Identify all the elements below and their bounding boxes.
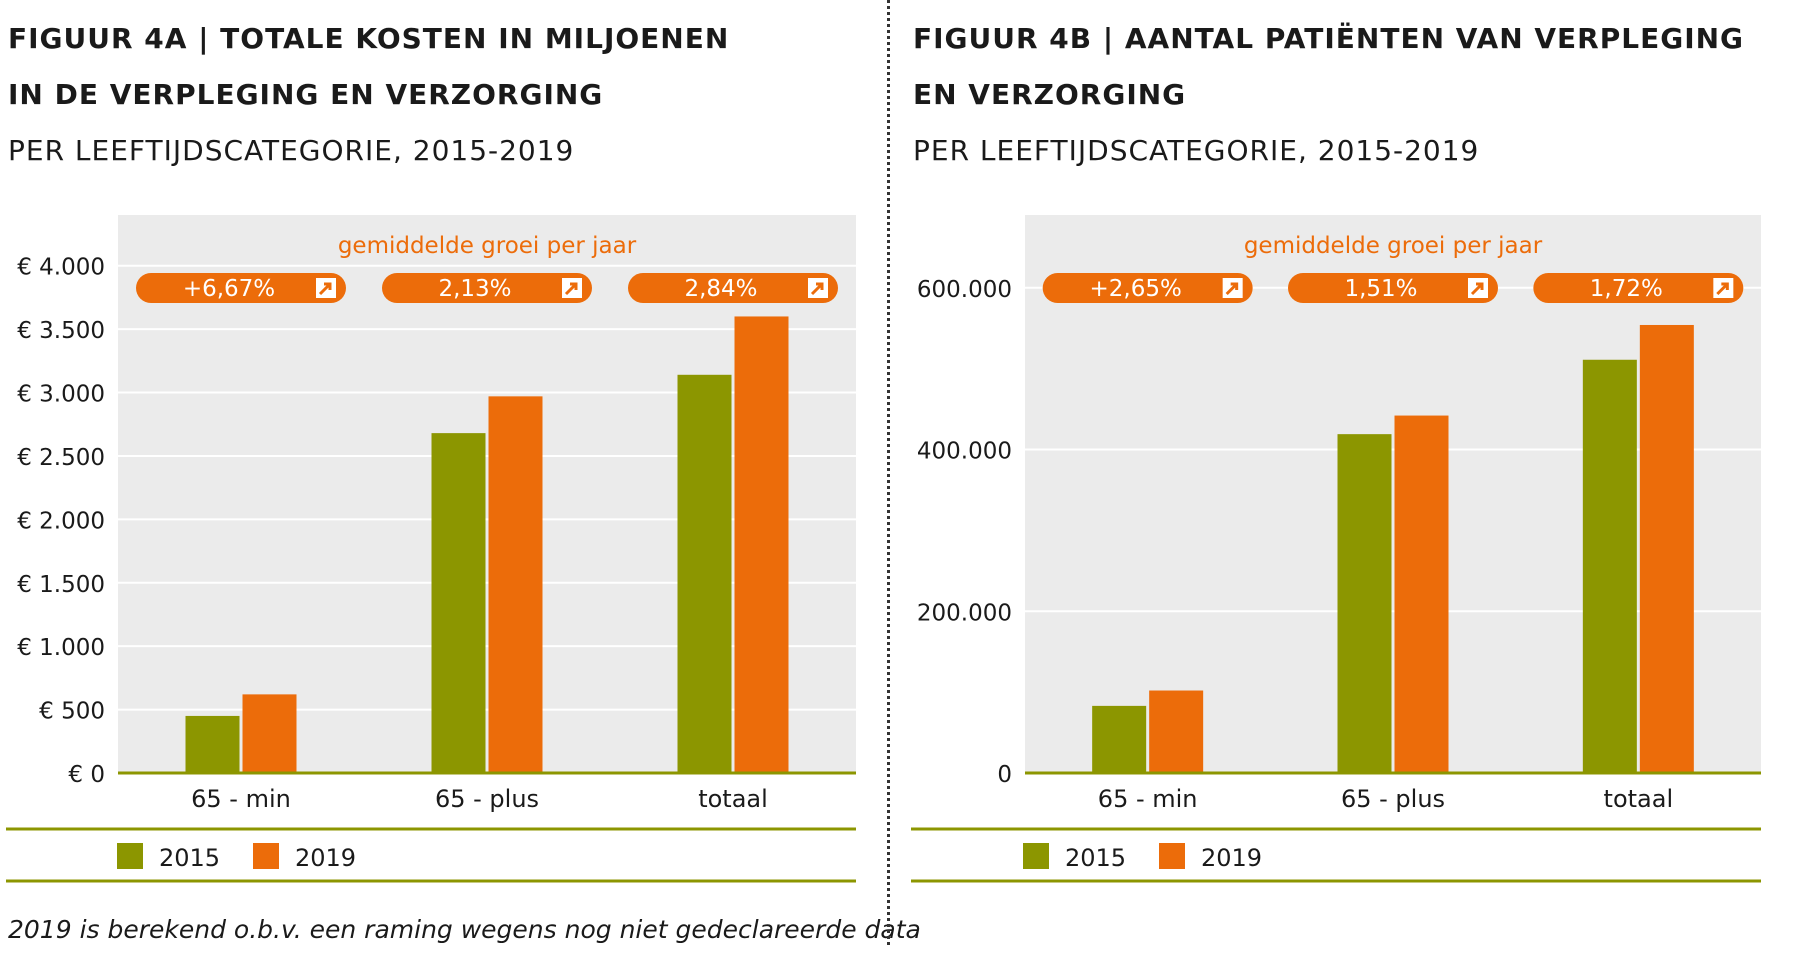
growth-badge (1288, 273, 1498, 303)
plot-background (118, 215, 856, 773)
growth-badge (628, 273, 838, 303)
x-tick-label: 65 - min (1098, 785, 1198, 813)
x-tick-label: 65 - plus (435, 785, 539, 813)
growth-badge (1533, 273, 1744, 303)
legend-swatch-2015 (1023, 843, 1049, 869)
arrow-up-right-icon-glyph (810, 282, 824, 296)
bar-2015-0 (1092, 705, 1147, 773)
legend-label: 2019 (1201, 844, 1262, 872)
legend-label: 2015 (1065, 844, 1126, 872)
y-tick-label: € 0 (68, 762, 105, 788)
y-tick-label: € 2.500 (17, 445, 105, 471)
growth-label: 2,84% (684, 276, 757, 302)
y-tick-label: € 1.500 (17, 572, 105, 598)
growth-badge (136, 273, 346, 303)
figure-4a-title-line2: IN DE VERPLEGING EN VERZORGING (8, 78, 604, 111)
arrow-up-right-icon-glyph (1225, 282, 1239, 296)
bar-2019-0 (242, 694, 297, 773)
figure-4b-subtitle: PER LEEFTIJDSCATEGORIE, 2015-2019 (913, 134, 1480, 167)
y-tick-label: € 3.500 (17, 318, 105, 344)
growth-header: gemiddelde groei per jaar (338, 233, 637, 259)
figure-4b-title-line1: FIGUUR 4B | AANTAL PATIËNTEN VAN VERPLEG… (913, 22, 1745, 55)
legend-swatch-2015 (117, 843, 143, 869)
footnote: 2019 is berekend o.b.v. een raming wegen… (8, 915, 921, 944)
growth-label: 1,72% (1590, 276, 1663, 302)
figure-4a-title-line1: FIGUUR 4A | TOTALE KOSTEN IN MILJOENEN (8, 22, 730, 55)
bar-2015-1 (431, 433, 486, 773)
legend-label: 2019 (295, 844, 356, 872)
y-tick-label: € 3.000 (17, 382, 105, 408)
bar-2019-2 (734, 316, 789, 773)
growth-badge (382, 273, 592, 303)
y-tick-label: 400.000 (917, 439, 1012, 465)
y-tick-label: 200.000 (917, 600, 1012, 626)
bar-2019-0 (1149, 690, 1204, 773)
growth-label: 2,13% (438, 276, 511, 302)
y-tick-label: 600.000 (917, 277, 1012, 303)
figure-4b-title-line2: EN VERZORGING (913, 78, 1187, 111)
growth-label: +6,67% (183, 276, 275, 302)
x-tick-label: totaal (1604, 785, 1674, 813)
growth-header: gemiddelde groei per jaar (1244, 233, 1543, 259)
bar-2019-1 (488, 396, 543, 773)
legend-swatch-2019 (253, 843, 279, 869)
figure-4b-chart: 0 200.000 400.000 600.000 gemiddelde groei p… (911, 215, 1761, 883)
y-tick-label: € 1.000 (17, 635, 105, 661)
growth-label: +2,65% (1089, 276, 1181, 302)
legend-label: 2015 (159, 844, 220, 872)
y-tick-label: 0 (997, 762, 1012, 788)
arrow-up-right-icon-glyph (1470, 282, 1484, 296)
bar-2015-1 (1337, 434, 1392, 773)
x-tick-label: 65 - plus (1341, 785, 1445, 813)
y-tick-label: € 4.000 (17, 255, 105, 281)
growth-badge (1042, 273, 1253, 303)
bar-2015-2 (677, 374, 732, 773)
arrow-up-right-icon-glyph (564, 282, 578, 296)
arrow-up-right-icon-glyph (1716, 282, 1729, 296)
figure-4a-chart: € 0 € 500 € 1.000 € 1.500 € 2.000 € 2.500 € 3.… (6, 215, 856, 883)
bar-2015-0 (185, 715, 240, 773)
plot-background (1025, 215, 1761, 773)
bar-2019-2 (1639, 324, 1694, 773)
panel-divider (887, 0, 890, 945)
bar-2019-1 (1394, 415, 1449, 773)
bar-2015-2 (1582, 359, 1637, 773)
y-tick-label: € 500 (39, 699, 105, 725)
figure-4a-subtitle: PER LEEFTIJDSCATEGORIE, 2015-2019 (8, 134, 575, 167)
x-tick-label: totaal (698, 785, 768, 813)
x-tick-label: 65 - min (191, 785, 291, 813)
legend-swatch-2019 (1159, 843, 1185, 869)
y-tick-label: € 2.000 (17, 508, 105, 534)
growth-label: 1,51% (1344, 276, 1417, 302)
arrow-up-right-icon-glyph (318, 282, 332, 296)
